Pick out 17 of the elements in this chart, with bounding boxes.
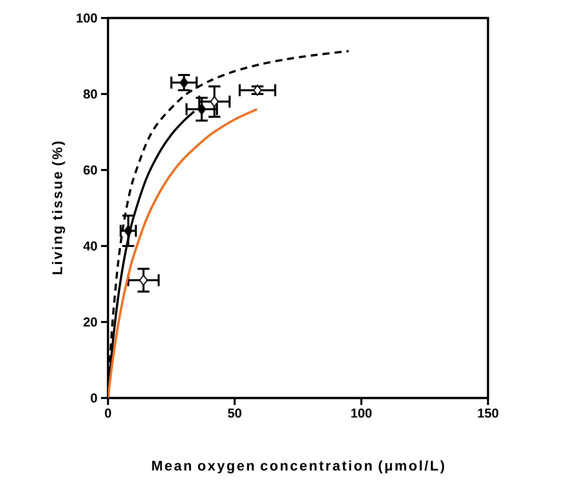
x-tick-label: 0 xyxy=(104,408,112,418)
y-tick-label: 20 xyxy=(84,317,97,327)
y-tick-label: 40 xyxy=(83,241,97,251)
point xyxy=(210,96,219,108)
x-tick-label: 150 xyxy=(478,408,498,418)
point xyxy=(197,104,206,115)
y-axis-title: Living tissue (%) xyxy=(52,142,66,274)
x-tick-label: 100 xyxy=(351,408,372,418)
y-tick-label: 80 xyxy=(84,89,97,99)
y-tick-label: 60 xyxy=(84,165,97,175)
y-tick-label: 0 xyxy=(90,393,97,403)
point xyxy=(124,225,133,236)
point xyxy=(253,84,262,96)
x-axis-title: Mean oxygen concentration (μmol/L) xyxy=(152,460,444,474)
x-tick-label: 50 xyxy=(228,408,242,418)
point xyxy=(139,274,148,286)
y-tick-label: 100 xyxy=(76,13,97,23)
